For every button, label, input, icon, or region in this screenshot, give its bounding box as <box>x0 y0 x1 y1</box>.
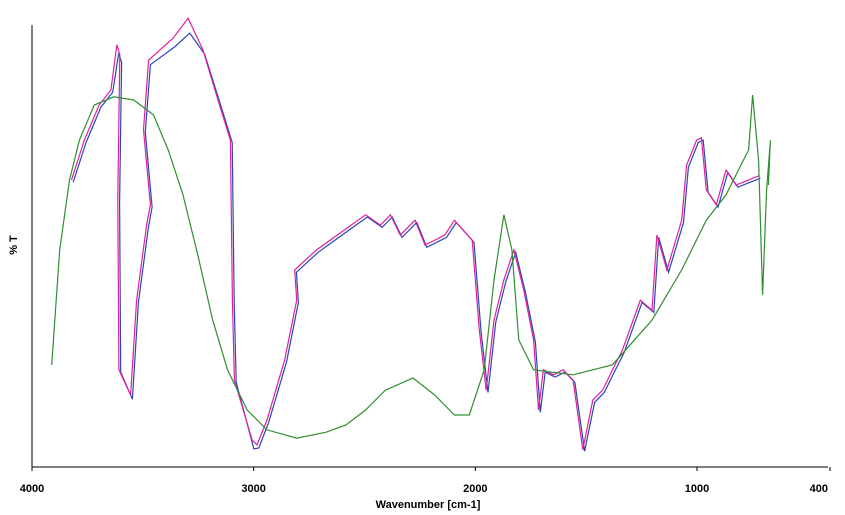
spectrum-line <box>70 17 759 450</box>
x-tick-label: 3000 <box>241 483 265 495</box>
y-axis-label: % T <box>8 235 20 255</box>
spectrum-line <box>72 32 761 452</box>
x-tick-label: 4000 <box>20 483 44 495</box>
x-axis-label: Wavenumber [cm-1] <box>376 499 481 511</box>
spectrum-line <box>51 94 771 439</box>
x-tick-label: 400 <box>810 483 828 495</box>
x-tick-label: 1000 <box>685 483 709 495</box>
x-tick-label: 2000 <box>463 483 487 495</box>
